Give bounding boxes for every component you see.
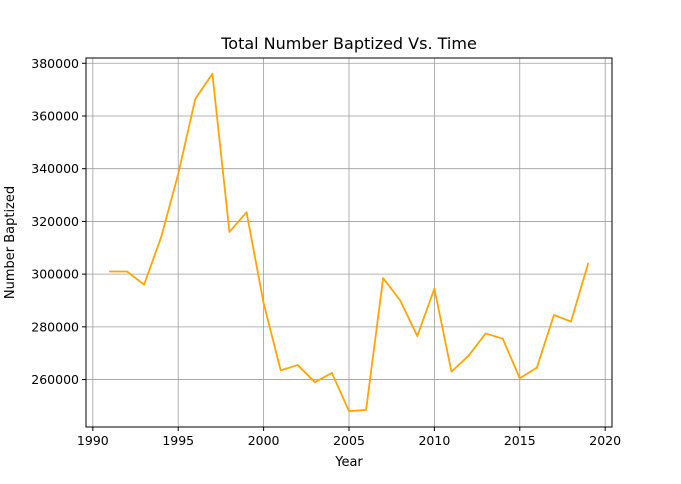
x-axis-title: Year: [334, 455, 363, 470]
y-tick-label: 360000: [31, 108, 79, 123]
y-tick-label: 380000: [31, 56, 79, 71]
x-tick-label: 1990: [77, 433, 109, 448]
x-tick-label: 2000: [248, 433, 280, 448]
grid-lines: [86, 58, 612, 427]
x-tick-label: 1995: [162, 433, 194, 448]
chart-title: Total Number Baptized Vs. Time: [220, 34, 477, 53]
x-tick-label: 2015: [504, 433, 536, 448]
y-tick-label: 340000: [31, 161, 79, 176]
y-tick-label: 320000: [31, 214, 79, 229]
y-tick-label: 260000: [31, 372, 79, 387]
x-tick-label: 2020: [589, 433, 621, 448]
y-tick-label: 300000: [31, 267, 79, 282]
y-tick-label: 280000: [31, 319, 79, 334]
y-axis-ticks: 260000 280000 300000 320000 340000 360000 3800…: [31, 56, 86, 387]
x-axis-ticks: 1990 1995 2000 2005 2010 2015 2020: [77, 427, 621, 448]
series-line: [109, 72, 589, 413]
x-tick-label: 2010: [418, 433, 450, 448]
series-layer: [109, 72, 589, 413]
x-tick-label: 2005: [333, 433, 365, 448]
y-axis-title: Number Baptized: [3, 186, 18, 299]
